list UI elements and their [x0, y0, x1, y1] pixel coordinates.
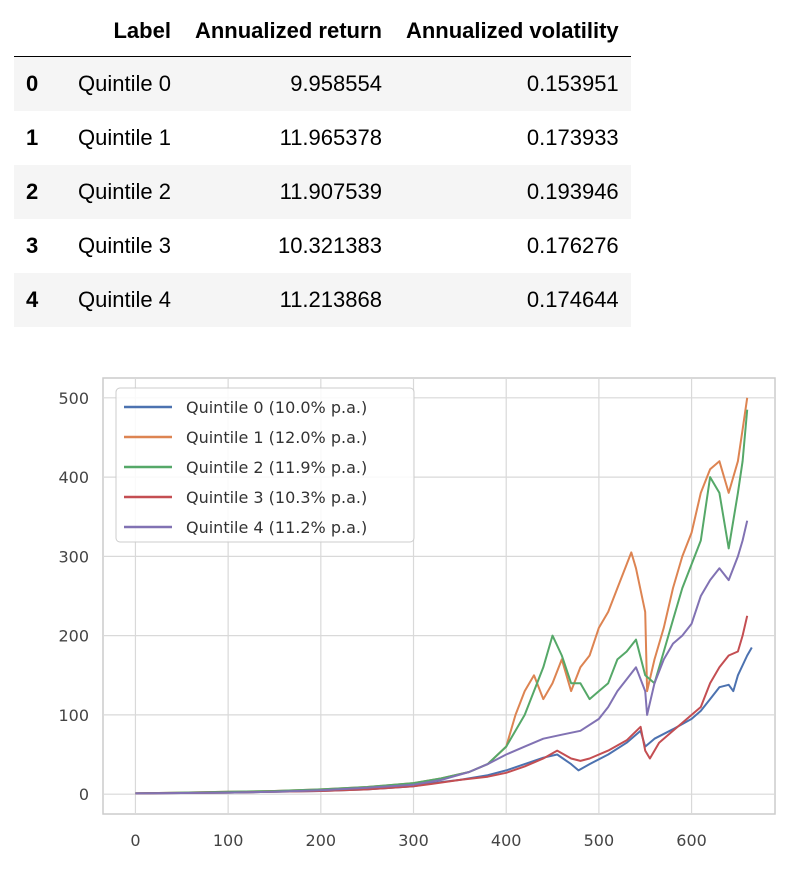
row-index: 1 [26, 124, 39, 150]
row-label: Quintile 3 [78, 232, 171, 258]
y-tick-label: 500 [58, 389, 89, 408]
y-tick-label: 100 [58, 706, 89, 725]
row-volatility: 0.176276 [526, 232, 619, 258]
table-row: 3 Quintile 3 10.321383 0.176276 [14, 219, 631, 273]
results-table: Label Annualized return Annualized volat… [14, 6, 631, 327]
row-index: 4 [26, 286, 39, 312]
y-tick-label: 300 [58, 547, 89, 566]
row-return: 11.965378 [279, 124, 382, 150]
x-tick-label: 200 [306, 831, 337, 850]
legend-label: Quintile 1 (12.0% p.a.) [186, 428, 367, 447]
row-return: 9.958554 [290, 70, 382, 96]
table-row: 4 Quintile 4 11.213868 0.174644 [14, 272, 631, 327]
row-volatility: 0.174644 [526, 286, 619, 312]
table-row: 1 Quintile 1 11.965378 0.173933 [14, 111, 631, 165]
row-index: 2 [26, 178, 39, 204]
row-label: Quintile 2 [78, 178, 171, 204]
y-tick-label: 0 [79, 785, 89, 804]
table-row: 0 Quintile 0 9.958554 0.153951 [14, 56, 631, 111]
legend-label: Quintile 4 (11.2% p.a.) [186, 518, 367, 537]
legend-label: Quintile 3 (10.3% p.a.) [186, 488, 367, 507]
x-tick-label: 400 [491, 831, 522, 850]
row-index: 0 [26, 70, 39, 96]
series-line-quintile-4 [135, 520, 749, 795]
x-tick-label: 0 [130, 831, 140, 850]
table-row: 2 Quintile 2 11.907539 0.193946 [14, 164, 631, 219]
row-return: 11.213868 [279, 286, 382, 312]
line-chart: 0 100 200 300 400 500 600 0 100 200 300 400 500 Qui… [58, 377, 776, 850]
index-header [14, 6, 66, 57]
row-return: 10.321383 [277, 232, 382, 258]
row-volatility: 0.153951 [526, 70, 619, 96]
legend-label: Quintile 2 (11.9% p.a.) [186, 458, 367, 477]
row-label: Quintile 1 [78, 124, 171, 150]
row-volatility: 0.193946 [526, 178, 619, 204]
series-lines [135, 397, 753, 795]
series-line-quintile-2 [135, 409, 749, 795]
x-axis-ticks: 0 100 200 300 400 500 600 [130, 831, 707, 850]
volatility-header: Annualized volatility [393, 6, 631, 57]
row-label: Quintile 4 [78, 286, 171, 312]
x-tick-label: 100 [213, 831, 244, 850]
row-volatility: 0.173933 [526, 124, 619, 150]
row-label: Quintile 0 [78, 70, 171, 96]
x-tick-label: 300 [398, 831, 429, 850]
label-header: Label [66, 6, 183, 57]
return-header: Annualized return [182, 6, 394, 57]
row-return: 11.907539 [279, 178, 382, 204]
legend: Quintile 0 (10.0% p.a.) Quintile 1 (12.0%… [115, 387, 415, 543]
series-line-quintile-3 [135, 615, 749, 795]
y-tick-label: 200 [58, 627, 89, 646]
legend-box [115, 387, 415, 543]
row-index: 3 [26, 232, 39, 258]
y-tick-label: 400 [58, 468, 89, 487]
legend-label: Quintile 0 (10.0% p.a.) [186, 398, 367, 417]
table-header-row: Label Annualized return Annualized volat… [14, 6, 631, 57]
x-tick-label: 600 [676, 831, 707, 850]
x-tick-label: 500 [584, 831, 615, 850]
y-axis-ticks: 0 100 200 300 400 500 [58, 389, 89, 804]
